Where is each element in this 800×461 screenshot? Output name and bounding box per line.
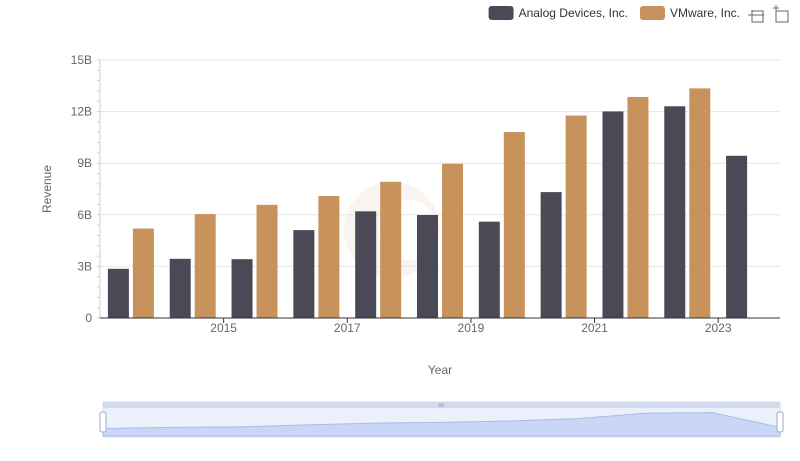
- y-tick-label: 0: [85, 311, 92, 325]
- slider-grip-icon[interactable]: [438, 403, 444, 407]
- legend-label[interactable]: Analog Devices, Inc.: [519, 6, 628, 20]
- y-tick-label: 15B: [71, 53, 92, 67]
- legend-swatch[interactable]: [488, 6, 514, 20]
- x-tick-label: 2017: [334, 321, 361, 335]
- slider-handle-right[interactable]: [776, 411, 784, 433]
- bar-vmware[interactable]: [194, 214, 216, 318]
- legend[interactable]: VMware, Inc. Analog Devices, Inc.: [488, 6, 740, 20]
- bar-analog-devices[interactable]: [726, 155, 748, 318]
- bar-vmware[interactable]: [442, 163, 463, 318]
- bar-analog-devices[interactable]: [355, 211, 377, 318]
- bar-vmware[interactable]: [318, 196, 340, 318]
- zoom-reset-icon[interactable]: [773, 5, 789, 23]
- bar-analog-devices[interactable]: [478, 221, 500, 318]
- legend-label[interactable]: VMware, Inc.: [670, 6, 740, 20]
- y-axis-title: Revenue: [40, 165, 54, 213]
- bar-analog-devices[interactable]: [231, 259, 253, 318]
- zoom-select-icon[interactable]: [748, 10, 764, 23]
- bar-analog-devices[interactable]: [293, 230, 315, 318]
- x-tick-label: 2015: [210, 321, 237, 335]
- legend-swatch[interactable]: [639, 6, 665, 20]
- bar-analog-devices[interactable]: [417, 214, 438, 318]
- x-tick-label: 2019: [458, 321, 485, 335]
- bar-analog-devices[interactable]: [107, 268, 129, 318]
- bar-vmware[interactable]: [256, 204, 278, 318]
- x-axis-title: Year: [428, 363, 452, 377]
- bar-vmware[interactable]: [627, 96, 649, 318]
- bar-analog-devices[interactable]: [664, 106, 686, 318]
- bar-analog-devices[interactable]: [169, 258, 191, 318]
- x-axis: 2015 2017 2019 2021 2023: [100, 317, 780, 335]
- slider-handle-left[interactable]: [99, 411, 107, 433]
- y-tick-label: 12B: [71, 105, 92, 119]
- slider-preview-area: [102, 412, 781, 437]
- x-tick-label: 2023: [705, 321, 732, 335]
- bar-vmware[interactable]: [132, 228, 154, 318]
- bar-analog-devices[interactable]: [602, 111, 624, 318]
- data-zoom-slider[interactable]: [99, 401, 784, 438]
- bar-vmware[interactable]: [565, 115, 587, 318]
- bars: [107, 88, 748, 318]
- y-tick-label: 9B: [77, 156, 92, 170]
- y-tick-label: 6B: [77, 208, 92, 222]
- y-axis: 0 3B 6B 9B 12B 15B: [71, 53, 101, 325]
- bar-vmware[interactable]: [689, 88, 711, 318]
- bar-vmware[interactable]: [503, 132, 525, 318]
- bar-vmware[interactable]: [380, 181, 402, 318]
- bar-analog-devices[interactable]: [540, 192, 562, 318]
- x-tick-label: 2021: [581, 321, 608, 335]
- y-tick-label: 3B: [77, 259, 92, 273]
